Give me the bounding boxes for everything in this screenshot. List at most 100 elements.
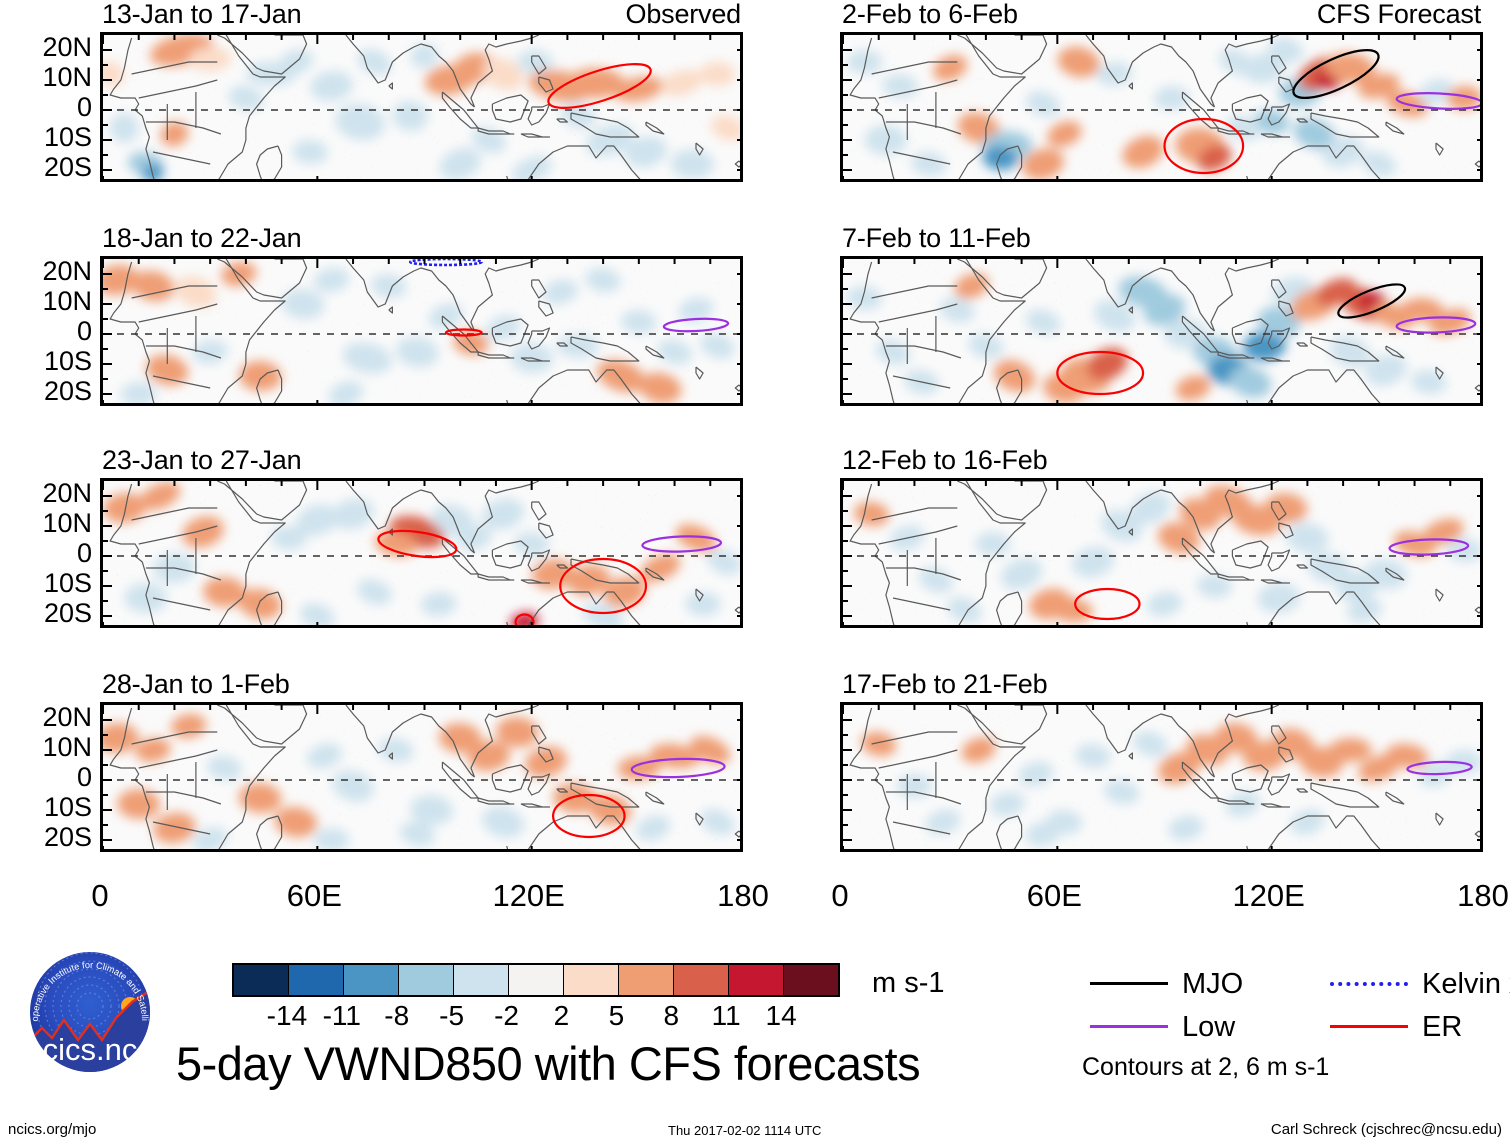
x-tick-label: 0 <box>91 878 109 913</box>
column-header-right: CFS Forecast <box>1316 0 1481 29</box>
x-tick-label: 120E <box>492 878 565 913</box>
legend-label: Low <box>1182 1011 1236 1043</box>
map-area <box>840 702 1483 852</box>
contour-kelvin <box>408 259 483 267</box>
axis-ticks <box>843 481 1480 625</box>
axis-ticks <box>843 35 1480 179</box>
contour-er <box>514 613 535 625</box>
colorbar-tick-label: -5 <box>439 1000 465 1031</box>
contour-er <box>1056 350 1145 396</box>
panel-8: 17-Feb to 21-Feb <box>840 671 1483 852</box>
panel-1: 13-Jan to 17-Jan Observed <box>100 1 743 182</box>
map-svg <box>103 481 740 625</box>
panel-7: 12-Feb to 16-Feb <box>840 447 1483 628</box>
y-tick-label: 20N <box>42 256 92 286</box>
x-tick-label: 0 <box>831 878 849 913</box>
y-tick-label: 10S <box>43 792 92 822</box>
map-area <box>100 702 743 852</box>
axis-ticks <box>843 705 1480 849</box>
anomaly-shading <box>103 713 735 849</box>
background-stipple <box>103 481 740 625</box>
legend-label: ER <box>1422 1011 1463 1043</box>
logo-mountains <box>30 986 150 1072</box>
colorbar-tick-label: 14 <box>765 1000 797 1031</box>
background-stipple <box>844 259 1480 403</box>
colorbar-tick-label: 8 <box>663 1000 680 1031</box>
legend-swatch-low <box>1090 1025 1168 1028</box>
contour-er <box>1163 117 1245 175</box>
colorbar-tick-label: 2 <box>553 1000 570 1031</box>
anomaly-shading <box>103 482 740 625</box>
map-svg <box>843 259 1480 403</box>
map-svg <box>103 35 740 179</box>
y-tick-label: 0 <box>76 762 92 792</box>
panel-title: 23-Jan to 27-Jan <box>102 445 302 475</box>
contour-low <box>1395 92 1480 110</box>
y-tick-label: 20S <box>43 598 92 628</box>
contour-mjo <box>1292 49 1380 99</box>
colorbar-swatch <box>399 965 454 995</box>
contour-low <box>1388 538 1470 556</box>
anomaly-shading <box>846 273 1471 403</box>
legend-swatch-kelvin-x2 <box>1330 982 1408 986</box>
y-tick-label: 10N <box>42 62 92 92</box>
background-stipple <box>105 35 740 179</box>
anomaly-shading <box>103 261 735 403</box>
y-tick-label: 20S <box>43 152 92 182</box>
x-tick-label: 120E <box>1232 878 1305 913</box>
background-stipple <box>104 705 740 849</box>
axis-ticks <box>103 705 740 849</box>
colorbar-swatch <box>454 965 509 995</box>
anomaly-shading <box>846 37 1480 179</box>
map-area <box>100 478 743 628</box>
contour-er <box>547 63 652 109</box>
coastlines <box>109 705 740 849</box>
contour-mjo <box>1337 283 1407 319</box>
colorbar-tick-label: -2 <box>494 1000 519 1031</box>
axis-ticks <box>103 259 740 403</box>
panel-title: 7-Feb to 11-Feb <box>842 223 1031 253</box>
coastlines <box>849 259 1480 403</box>
colorbar-tick-label: -14 <box>266 1000 308 1031</box>
panel-title: 13-Jan to 17-Jan <box>102 0 302 29</box>
axis-ticks <box>103 35 740 179</box>
logo-svg: Cooperative Institute for Climate and Sa… <box>9 940 150 1072</box>
map-svg <box>843 481 1480 625</box>
colorbar-tick-label: 5 <box>608 1000 625 1031</box>
legend-swatch-er <box>1330 1025 1408 1028</box>
colorbar-swatch <box>289 965 344 995</box>
panel-6: 7-Feb to 11-Feb <box>840 225 1483 406</box>
map-area <box>100 256 743 406</box>
colorbar-units-label: m s-1 <box>872 967 945 999</box>
axis-ticks <box>103 481 740 625</box>
footer-site-link[interactable]: ncics.org/mjo <box>8 1121 97 1138</box>
colorbar-swatch <box>674 965 729 995</box>
y-tick-label: 10N <box>42 286 92 316</box>
map-area <box>840 478 1483 628</box>
coastlines <box>849 481 1480 625</box>
coastlines <box>109 35 740 179</box>
map-svg <box>103 259 740 403</box>
legend-swatch-mjo <box>1090 982 1168 985</box>
y-tick-label: 20S <box>43 376 92 406</box>
coastlines <box>849 705 1480 849</box>
axis-ticks <box>843 259 1480 403</box>
panel-5: 2-Feb to 6-Feb CFS Forecast <box>840 1 1483 182</box>
coastlines <box>109 481 740 625</box>
colorbar-swatch <box>234 965 289 995</box>
panel-title: 18-Jan to 22-Jan <box>102 223 302 253</box>
map-svg <box>843 705 1480 849</box>
legend-label: MJO <box>1182 968 1244 1000</box>
x-tick-label: 180 <box>717 878 769 913</box>
page-title: 5-day VWND850 with CFS forecasts <box>176 1037 921 1090</box>
colorbar-tick-label: -11 <box>322 1000 361 1031</box>
contour-low <box>641 535 723 553</box>
panel-title: 2-Feb to 6-Feb <box>842 0 1018 29</box>
legend-label: Kelvin x2 <box>1422 968 1510 1000</box>
colorbar-swatch <box>344 965 399 995</box>
contour-er <box>444 328 483 337</box>
y-tick-label: 0 <box>76 538 92 568</box>
x-tick-label: 180 <box>1457 878 1509 913</box>
y-tick-label: 20N <box>42 478 92 508</box>
colorbar-tick-label: -8 <box>384 1000 410 1031</box>
